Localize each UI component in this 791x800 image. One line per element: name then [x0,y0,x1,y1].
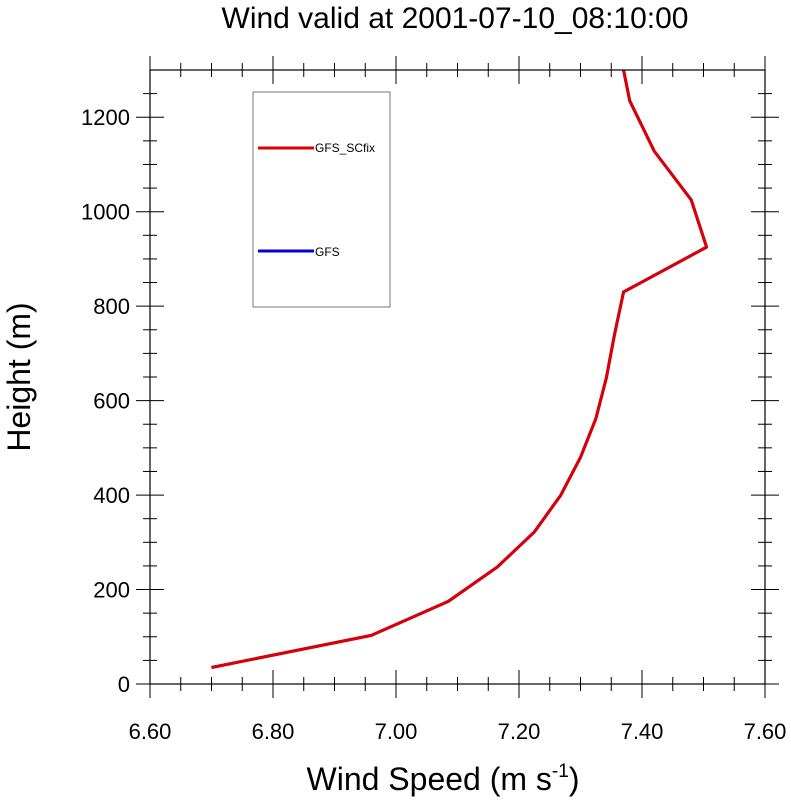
x-tick-label: 7.40 [621,719,664,744]
legend-label-gfs: GFS [315,245,340,259]
x-axis-label-superscript: -1 [552,761,569,782]
y-tick-label: 200 [93,578,130,603]
tick-layer [136,56,779,698]
y-tick-label: 800 [93,294,130,319]
x-axis-label: Wind Speed (m s-1) [307,761,580,797]
y-tick-label: 0 [118,672,130,697]
x-tick-label: 6.60 [129,719,172,744]
x-axis-label-suffix: ) [569,761,580,797]
y-tick-label: 1000 [81,200,130,225]
y-axis-label: Height (m) [1,302,37,451]
legend-box [252,91,391,308]
plot-frame [149,69,766,685]
x-tick-label: 7.00 [375,719,418,744]
legend-label-gfs-scfix: GFS_SCfix [315,141,375,155]
tick-label-layer: 6.60 6.80 7.00 7.20 7.40 7.60 0 200 400 600 800 100… [81,105,786,744]
x-tick-label: 7.20 [498,719,541,744]
y-tick-label: 1200 [81,105,130,130]
x-tick-label: 7.60 [744,719,787,744]
chart-title: Wind valid at 2001-07-10_08:10:00 [222,2,689,35]
x-tick-label: 6.80 [252,719,295,744]
y-tick-label: 400 [93,483,130,508]
series-line-gfs-scfix [211,69,709,669]
y-tick-label: 600 [93,389,130,414]
legend: GFS_SCfix GFS [252,91,391,308]
x-axis-label-main: Wind Speed (m s [307,761,552,797]
